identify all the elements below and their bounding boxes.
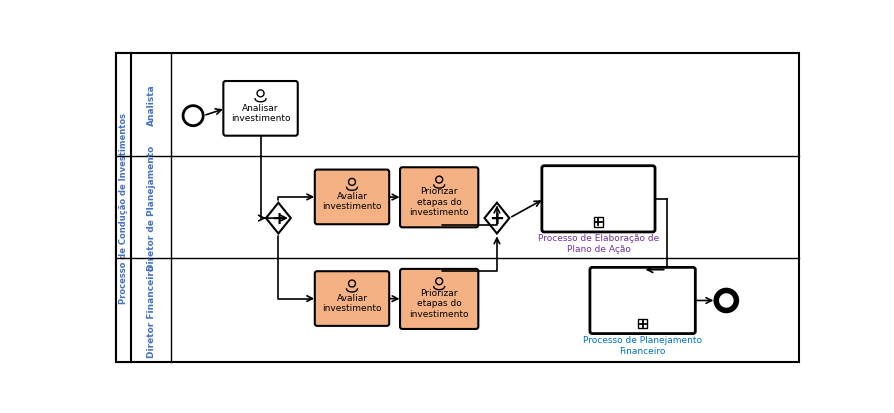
FancyBboxPatch shape bbox=[590, 268, 696, 334]
Text: Avaliar
investimento: Avaliar investimento bbox=[322, 293, 382, 312]
Bar bbox=[594, 218, 603, 227]
Text: +: + bbox=[271, 209, 286, 228]
Circle shape bbox=[257, 91, 264, 97]
Text: Diretor de Planejamento: Diretor de Planejamento bbox=[147, 145, 156, 270]
Circle shape bbox=[716, 291, 737, 311]
Circle shape bbox=[183, 107, 203, 126]
FancyBboxPatch shape bbox=[315, 170, 389, 225]
Text: Avaliar
investimento: Avaliar investimento bbox=[322, 192, 382, 211]
Circle shape bbox=[349, 280, 356, 287]
Bar bbox=[638, 319, 647, 328]
Circle shape bbox=[435, 278, 443, 285]
FancyBboxPatch shape bbox=[315, 272, 389, 326]
Text: Priorizar
etapas do
investimento: Priorizar etapas do investimento bbox=[409, 288, 469, 318]
FancyBboxPatch shape bbox=[400, 269, 478, 329]
FancyBboxPatch shape bbox=[542, 166, 655, 233]
Text: Diretor Financeiro: Diretor Financeiro bbox=[147, 264, 156, 357]
Text: Analista: Analista bbox=[147, 84, 156, 126]
FancyBboxPatch shape bbox=[224, 82, 298, 136]
Polygon shape bbox=[266, 203, 291, 234]
Text: Analisar
investimento: Analisar investimento bbox=[231, 103, 291, 123]
Text: +: + bbox=[489, 209, 504, 228]
FancyBboxPatch shape bbox=[400, 168, 478, 228]
Text: Priorizar
etapas do
investimento: Priorizar etapas do investimento bbox=[409, 187, 469, 216]
Circle shape bbox=[435, 177, 443, 184]
Bar bbox=[115, 53, 131, 362]
Text: Processo de Elaboração de
Plano de Ação: Processo de Elaboração de Plano de Ação bbox=[538, 234, 659, 253]
Text: Processo de Planejamento
Financeiro: Processo de Planejamento Financeiro bbox=[583, 335, 702, 355]
Text: Processo de Condução de Investimentos: Processo de Condução de Investimentos bbox=[119, 112, 128, 303]
Circle shape bbox=[349, 179, 356, 186]
Polygon shape bbox=[485, 203, 510, 234]
